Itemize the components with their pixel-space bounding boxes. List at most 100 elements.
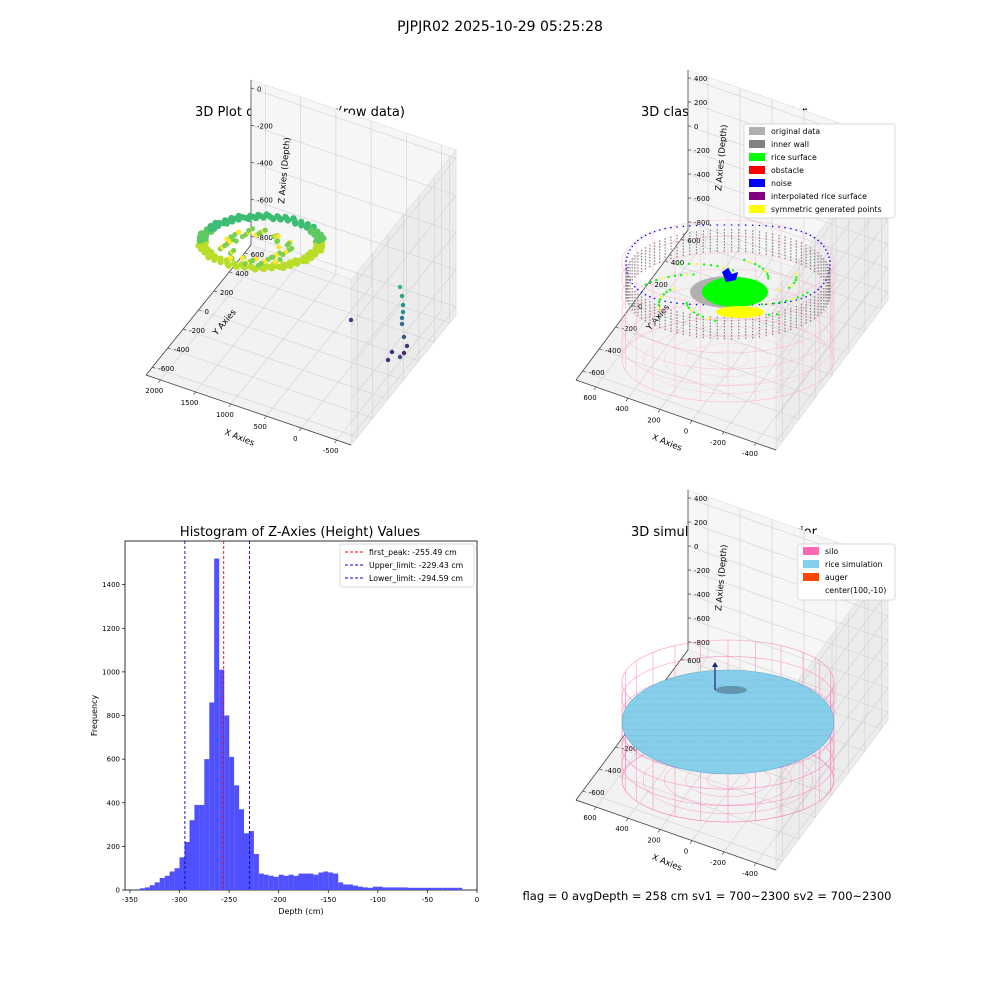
x-tick <box>721 851 725 855</box>
noise-point <box>634 242 636 245</box>
histogram-bar <box>392 887 398 890</box>
x-tick <box>689 840 693 844</box>
y-tick-label: 200 <box>107 843 120 851</box>
raw-data-outlier <box>400 302 406 308</box>
noise-point <box>676 226 678 228</box>
x-tick-label: 0 <box>475 896 479 904</box>
z-tick-label: -600 <box>257 197 273 205</box>
legend-swatch <box>749 140 765 148</box>
histogram-bar <box>397 887 403 890</box>
histogram-bar <box>412 887 418 890</box>
noise-point <box>664 300 666 303</box>
histogram-legend: first_peak: -255.49 cm Upper_limit: -229.… <box>339 543 475 588</box>
noise-point <box>758 303 761 306</box>
x-tick-label: -300 <box>172 896 188 904</box>
noise-point <box>817 239 819 242</box>
depth-histogram: Histogram of Z-Axies (Height) Values -35… <box>90 525 479 916</box>
rice-surface-point <box>668 288 672 292</box>
histogram-bar <box>452 887 458 890</box>
y-tick-label: 400 <box>235 270 248 278</box>
rice-surface-point <box>793 281 796 285</box>
noise-point <box>820 285 822 288</box>
y-tick <box>213 290 217 293</box>
x-tick-label: 1000 <box>216 411 234 419</box>
silo-wireframe-floor-ring <box>664 334 792 386</box>
histogram-bar <box>179 857 185 890</box>
y-tick-label: -400 <box>605 347 621 355</box>
x-axis-title: Depth (cm) <box>278 907 323 916</box>
histogram-bar <box>377 886 383 890</box>
noise-point <box>805 232 807 235</box>
y-tick-label: -400 <box>174 346 190 354</box>
rice-surface-point <box>713 319 717 322</box>
y-tick-label: 0 <box>205 308 209 316</box>
rice-surface-point <box>655 278 658 282</box>
histogram-bar <box>239 809 244 890</box>
x-gridline <box>301 133 407 429</box>
y-tick-label: 1400 <box>102 581 120 589</box>
y-tick-label: -200 <box>622 745 638 753</box>
y-tick <box>582 790 586 793</box>
rice-surface-point <box>658 307 661 310</box>
raw-data-point <box>303 224 311 231</box>
rice-surface-point <box>709 264 713 267</box>
y-tick <box>664 260 668 263</box>
raw-data-point <box>273 259 279 265</box>
histogram-bar <box>229 756 235 890</box>
histogram-bar <box>244 833 249 890</box>
y-tick <box>183 328 187 331</box>
z-tick-label: -400 <box>694 591 710 599</box>
x-axis-line <box>575 799 777 871</box>
y-tick <box>244 252 248 255</box>
raw-data-outlier <box>401 350 407 356</box>
histogram-bar <box>363 887 368 890</box>
x-tick-label: 400 <box>615 405 628 413</box>
x-tick-label: -400 <box>742 870 758 878</box>
rice-surface-point <box>731 269 735 272</box>
histogram-bar <box>248 831 254 890</box>
raw-data-outlier <box>397 284 403 290</box>
noise-point <box>825 249 827 251</box>
y-tick <box>599 348 603 351</box>
legend-label: first_peak: -255.49 cm <box>369 548 457 557</box>
rice-surface-point <box>806 291 809 294</box>
rice-surface-point <box>697 313 700 316</box>
rice-surface-point <box>701 315 705 318</box>
z-tick-label: -200 <box>257 122 273 130</box>
y-tick-label: -200 <box>189 327 205 335</box>
raw-data-point <box>262 227 268 233</box>
y-tick-label: 200 <box>220 289 233 297</box>
raw-data-outlier <box>399 315 405 321</box>
rice-surface-point <box>716 265 719 268</box>
noise-point <box>689 225 691 227</box>
rice-surface-point <box>685 301 688 305</box>
rice-surface-point <box>773 302 776 305</box>
rice-surface-point <box>766 272 769 275</box>
noise-point <box>695 224 698 227</box>
noise-point <box>626 256 628 259</box>
raw-data-point <box>231 247 237 254</box>
rice-surface-point <box>748 260 752 263</box>
histogram-bar <box>353 885 359 890</box>
histogram-bar <box>417 887 423 890</box>
rice-surface-point <box>767 277 770 280</box>
histogram-bar <box>422 887 428 890</box>
rice-surface-point <box>796 296 799 299</box>
noise-point <box>640 291 643 294</box>
histogram-bar <box>293 875 299 890</box>
rice-surface-point <box>794 278 797 282</box>
noise-point <box>823 282 825 285</box>
legend-swatch <box>749 205 765 213</box>
rice-surface-point <box>644 283 647 286</box>
x-tick-label: -500 <box>323 447 339 455</box>
histogram-bar <box>333 873 339 890</box>
noise-point <box>765 303 767 306</box>
rice-surface-point <box>693 311 696 314</box>
noise-point <box>682 302 685 305</box>
rice-surface-core <box>702 277 768 307</box>
x-gridline <box>230 109 337 405</box>
noise-point <box>644 234 647 237</box>
legend-swatch <box>803 547 819 555</box>
rice-surface-point <box>722 266 725 269</box>
noise-point <box>640 236 643 239</box>
